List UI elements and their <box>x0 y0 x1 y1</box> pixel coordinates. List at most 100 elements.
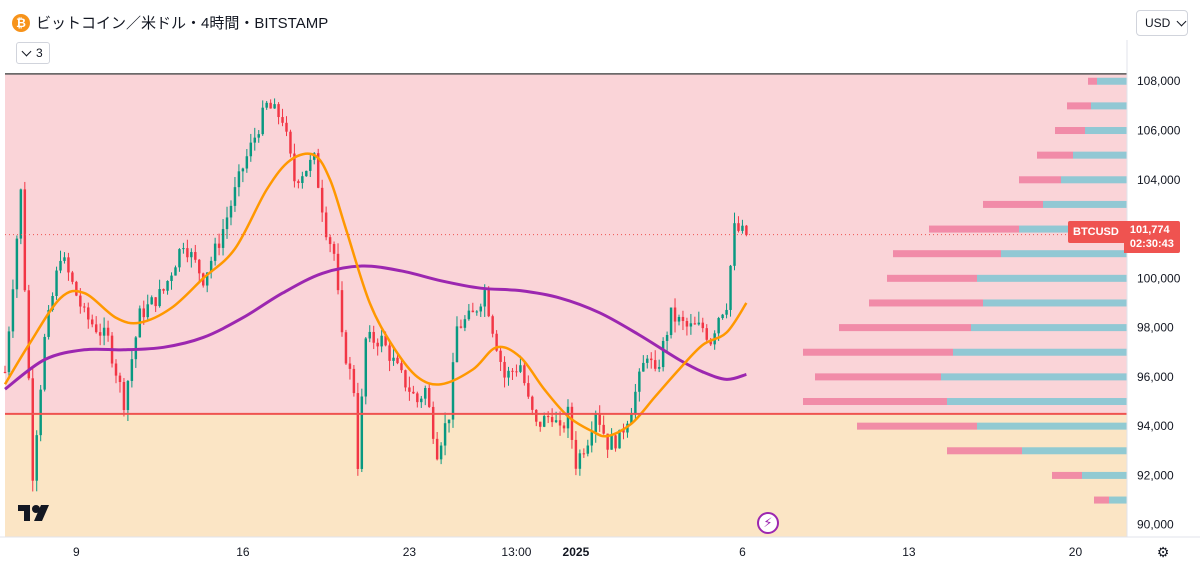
candle-body <box>471 310 475 313</box>
candle-body <box>39 389 42 436</box>
y-tick-label: 96,000 <box>1137 370 1174 384</box>
candle-body <box>364 338 368 397</box>
candle-body <box>114 363 118 376</box>
candle-body <box>435 438 439 460</box>
candle-body <box>669 307 673 335</box>
candle-body <box>83 306 86 308</box>
candle-body <box>495 333 498 351</box>
candle-body <box>693 323 697 325</box>
candle-body <box>118 375 122 383</box>
x-tick-label: 13:00 <box>501 545 531 559</box>
candle-body <box>578 453 582 469</box>
lightning-icon[interactable]: ⚡ <box>757 512 779 534</box>
candle-body <box>360 396 364 469</box>
candle-body <box>594 413 597 433</box>
candle-body <box>174 267 177 276</box>
vp-bar-up <box>977 274 1127 282</box>
candle-body <box>527 383 530 397</box>
candle-body <box>15 238 19 290</box>
candle-body <box>27 290 31 379</box>
candle-body <box>729 265 732 310</box>
x-tick-label: 6 <box>739 545 746 559</box>
candle-body <box>213 243 217 261</box>
vp-bar-down <box>803 348 953 356</box>
candle-body <box>336 253 340 291</box>
x-tick-label: 23 <box>403 545 417 559</box>
candle-body <box>344 332 348 364</box>
candle-body <box>19 189 23 239</box>
candle-body <box>447 419 451 424</box>
settings-gear-icon[interactable]: ⚙ <box>1156 543 1170 560</box>
vp-bar-up <box>1043 200 1127 208</box>
candle-body <box>170 275 173 281</box>
candle-body <box>630 413 633 424</box>
candle-body <box>439 445 443 460</box>
candle-body <box>301 176 304 184</box>
candle-body <box>316 153 320 188</box>
vp-bar-down <box>1037 151 1073 159</box>
candle-body <box>328 237 332 245</box>
candle-body <box>388 345 391 361</box>
candle-body <box>126 380 130 411</box>
candle-body <box>558 420 562 426</box>
candle-body <box>515 371 518 373</box>
vp-bar-down <box>1088 77 1097 85</box>
vp-bar-up <box>1109 496 1127 504</box>
candle-body <box>400 363 403 371</box>
bitcoin-icon: ₿ <box>12 13 30 32</box>
candle-body <box>574 439 578 469</box>
candle-body <box>158 289 161 307</box>
candle-body <box>542 416 546 427</box>
indicators-collapse-button[interactable]: 3 <box>16 42 50 64</box>
candle-body <box>416 393 419 403</box>
x-tick-label: 16 <box>236 545 250 559</box>
candle-body <box>622 429 625 433</box>
vp-bar-up <box>1073 151 1127 159</box>
candle-body <box>443 423 447 446</box>
tradingview-logo-icon[interactable] <box>18 503 56 523</box>
vp-bar-up <box>1022 447 1127 455</box>
candle-body <box>11 289 15 332</box>
x-tick-label: 13 <box>902 545 916 559</box>
vp-bar-up <box>1061 176 1127 184</box>
candle-body <box>737 223 740 231</box>
price-tag-price: 101,774 <box>1129 224 1170 236</box>
candle-body <box>182 248 185 250</box>
vp-bar-down <box>1052 471 1082 479</box>
candle-body <box>324 212 328 238</box>
candle-body <box>130 359 134 381</box>
symbol-legend[interactable]: ₿ ビットコイン／米ドル・4時間・BITSTAMP <box>12 12 328 33</box>
candle-body <box>697 322 701 325</box>
candle-body <box>614 435 617 449</box>
candle-body <box>198 259 201 274</box>
chevron-down-icon <box>1176 16 1187 26</box>
chevron-down-icon <box>21 46 32 56</box>
y-tick-label: 98,000 <box>1137 321 1174 335</box>
candle-body <box>475 311 479 313</box>
candle-body <box>3 371 7 373</box>
vp-bar-down <box>893 250 1001 258</box>
candle-body <box>309 159 312 171</box>
upper-zone <box>5 73 1127 414</box>
candle-body <box>186 248 189 258</box>
candle-body <box>47 309 50 337</box>
vp-bar-down <box>803 398 947 406</box>
candle-body <box>483 290 486 307</box>
candle-body <box>281 117 284 123</box>
candle-body <box>98 332 102 336</box>
candle-body <box>499 350 502 362</box>
currency-select[interactable]: USD <box>1136 10 1188 36</box>
candle-body <box>217 243 221 248</box>
y-tick-label: 104,000 <box>1137 173 1181 187</box>
candle-body <box>384 335 387 346</box>
candle-body <box>721 314 724 319</box>
candle-body <box>610 435 613 450</box>
y-tick-label: 106,000 <box>1137 124 1181 138</box>
candle-body <box>404 370 407 388</box>
candle-body <box>102 327 106 336</box>
vp-bar-down <box>1094 496 1109 504</box>
candle-body <box>741 225 744 231</box>
candle-body <box>122 382 126 411</box>
